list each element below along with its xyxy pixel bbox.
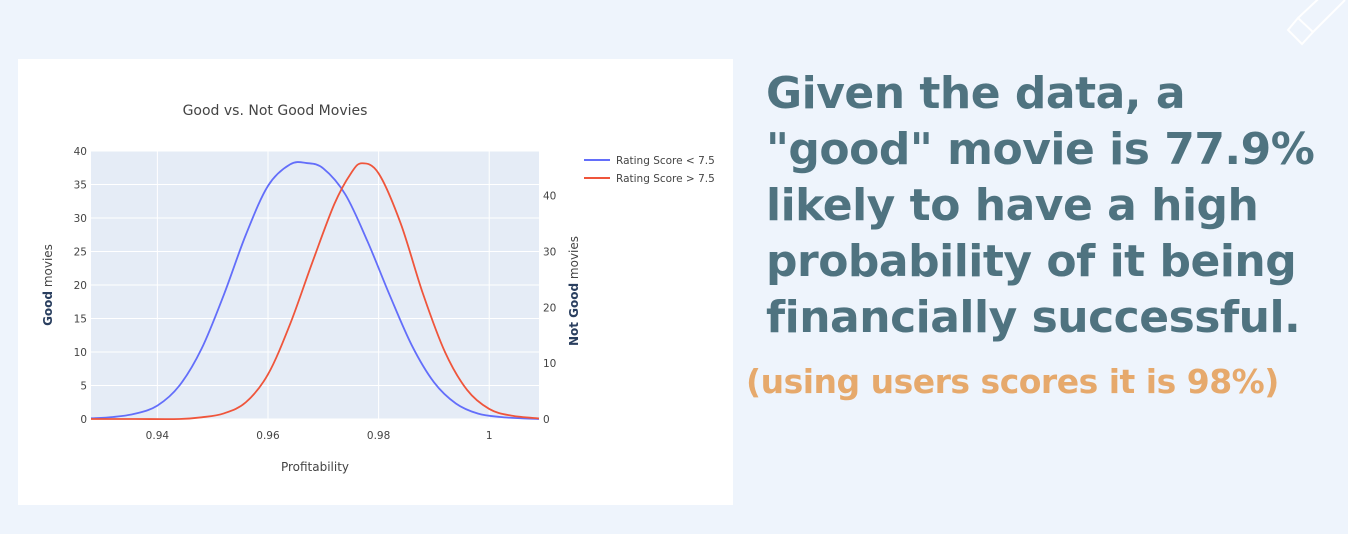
y-left-tick-label: 5 <box>80 381 87 393</box>
series-line-1 <box>91 162 540 421</box>
x-tick-label: 0.96 <box>256 430 280 442</box>
y-left-tick-label: 25 <box>74 247 87 259</box>
headline-text: Given the data, a "good" movie is 77.9% … <box>766 68 1315 343</box>
chart-card: 0.94 0.96 0.98 1 0 5 10 15 20 25 30 35 40 0 10 20 30 40 G… <box>18 59 733 505</box>
y-right-tick-label: 0 <box>543 414 550 426</box>
y-axis-right-title: Not Good movies <box>567 236 581 346</box>
x-tick-label: 0.94 <box>146 430 170 442</box>
legend-label-series-0: Rating Score < 7.5 <box>616 155 715 167</box>
legend-label-series-1: Rating Score > 7.5 <box>616 173 715 185</box>
y-right-tick-label: 20 <box>543 302 556 314</box>
y-left-tick-label: 35 <box>74 180 87 192</box>
y-right-tick-label: 10 <box>543 358 556 370</box>
series-line-0 <box>90 161 540 420</box>
y-left-tick-label: 10 <box>74 347 87 359</box>
gridlines <box>91 150 539 420</box>
x-tick-label: 1 <box>486 430 493 442</box>
y-right-tick-label: 40 <box>543 191 556 203</box>
y-right-tick-label: 30 <box>543 247 556 259</box>
y-left-tick-label: 40 <box>74 146 87 158</box>
y-left-tick-label: 20 <box>74 280 87 292</box>
y-left-tick-label: 15 <box>74 314 87 326</box>
x-axis-title: Profitability <box>281 460 349 474</box>
legend: Rating Score < 7.5 Rating Score > 7.5 <box>584 155 715 185</box>
chart-title: Good vs. Not Good Movies <box>183 103 368 119</box>
series-lines <box>90 161 540 421</box>
pencil-icon <box>1286 0 1346 46</box>
y-left-tick-label: 0 <box>80 414 87 426</box>
x-tick-label: 0.98 <box>367 430 390 442</box>
y-left-tick-label: 30 <box>74 213 87 225</box>
y-axis-left-title: Good movies <box>41 244 55 326</box>
note-text: (using users scores it is 98%) <box>746 362 1279 401</box>
